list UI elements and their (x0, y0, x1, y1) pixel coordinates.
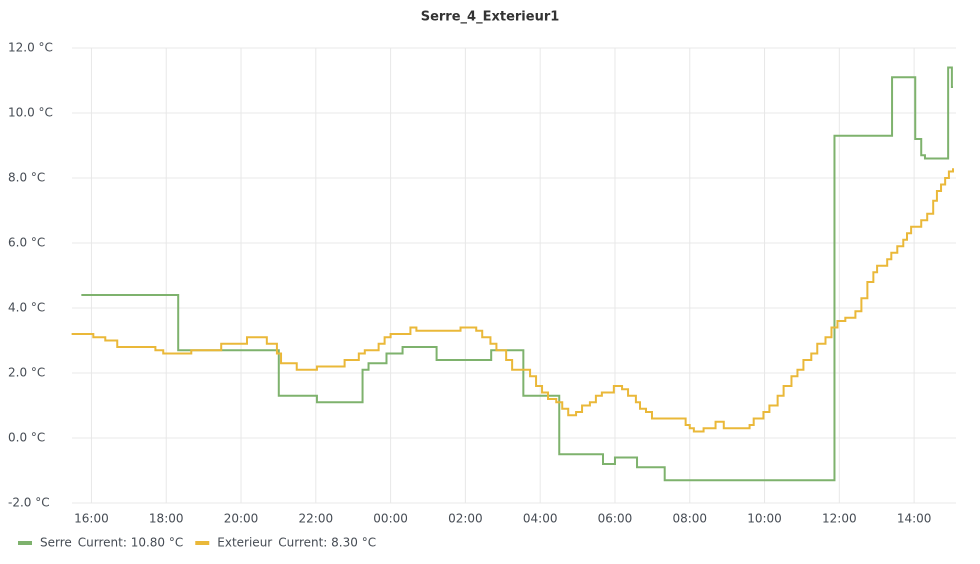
legend-label: Exterieur (217, 536, 272, 550)
x-tick-label: 14:00 (897, 512, 932, 526)
x-tick-label: 22:00 (299, 512, 334, 526)
y-tick-label: 10.0 °C (8, 106, 53, 120)
x-tick-label: 06:00 (598, 512, 633, 526)
y-tick-label: 2.0 °C (8, 366, 45, 380)
series-line (81, 66, 954, 482)
x-tick-label: 20:00 (224, 512, 259, 526)
chart-title: Serre_4_Exterieur1 (421, 10, 560, 25)
legend-value: Current: 10.80 °C (78, 536, 183, 550)
y-tick-label: 6.0 °C (8, 236, 45, 250)
x-tick-label: 16:00 (74, 512, 109, 526)
y-tick-label: 0.0 °C (8, 431, 45, 445)
legend-value: Current: 8.30 °C (278, 536, 376, 550)
series-line (71, 168, 955, 433)
x-tick-label: 08:00 (672, 512, 707, 526)
x-tick-label: 00:00 (373, 512, 408, 526)
y-tick-label: 12.0 °C (8, 41, 53, 55)
x-tick-label: 10:00 (747, 512, 782, 526)
y-tick-label: -2.0 °C (8, 496, 50, 510)
x-tick-label: 18:00 (149, 512, 184, 526)
x-tick-label: 04:00 (523, 512, 558, 526)
legend-label: Serre (40, 536, 72, 550)
y-tick-label: 8.0 °C (8, 171, 45, 185)
x-tick-label: 12:00 (822, 512, 857, 526)
y-tick-label: 4.0 °C (8, 301, 45, 315)
x-tick-label: 02:00 (448, 512, 483, 526)
